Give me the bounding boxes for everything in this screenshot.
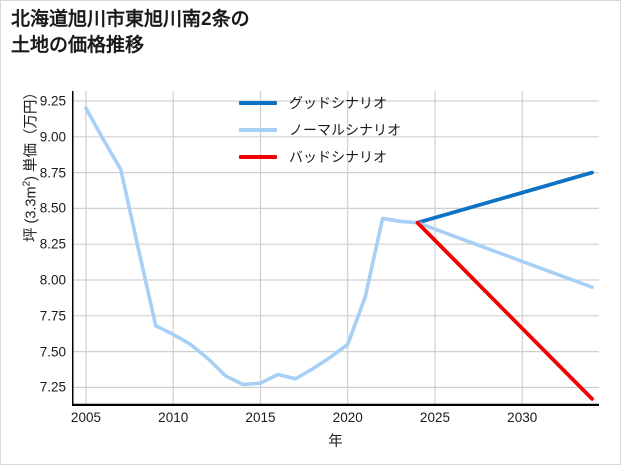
legend-item-label: バッドシナリオ bbox=[289, 148, 387, 165]
x-tick-label: 2030 bbox=[507, 410, 538, 425]
x-tick-label: 2015 bbox=[245, 410, 276, 425]
y-tick-label: 8.00 bbox=[39, 272, 66, 288]
y-tick-label: 9.00 bbox=[39, 129, 66, 145]
plot-area bbox=[72, 91, 599, 406]
y-tick-label: 8.75 bbox=[39, 165, 66, 181]
series-line-good bbox=[415, 170, 594, 225]
legend-item[interactable]: グッドシナリオ bbox=[239, 89, 454, 116]
y-tick-label: 7.25 bbox=[39, 379, 66, 395]
y-axis-label-text: 坪 (3.3m bbox=[23, 186, 40, 243]
legend-color-swatch bbox=[239, 154, 277, 159]
y-tick-label: 9.25 bbox=[39, 93, 66, 109]
legend-item-label: ノーマルシナリオ bbox=[289, 121, 401, 138]
chart-legend: グッドシナリオ ノーマルシナリオ バッドシナリオ bbox=[239, 89, 454, 170]
y-tick-label: 7.50 bbox=[39, 344, 66, 360]
y-axis-label: 坪 (3.3m2) 単価（万円） bbox=[20, 49, 41, 279]
legend-item-label: グッドシナリオ bbox=[289, 94, 387, 111]
x-tick-label: 2005 bbox=[70, 410, 101, 425]
x-axis-tick-labels: 2005 2010 2015 2020 2025 2030 bbox=[70, 410, 599, 430]
legend-item[interactable]: ノーマルシナリオ bbox=[239, 116, 454, 143]
y-axis-label-superscript: 2 bbox=[21, 180, 33, 187]
legend-color-swatch bbox=[239, 100, 277, 105]
y-tick-label: 7.75 bbox=[39, 308, 66, 324]
y-tick-label: 8.25 bbox=[39, 236, 66, 252]
series-line-bad bbox=[415, 220, 594, 401]
legend-color-swatch bbox=[239, 127, 277, 132]
plot-svg bbox=[72, 91, 599, 406]
chart-title: 北海道旭川市東旭川南2条の 土地の価格推移 bbox=[11, 9, 250, 56]
x-tick-label: 2020 bbox=[332, 410, 363, 425]
x-axis-label: 年 bbox=[328, 434, 343, 450]
y-tick-label: 8.50 bbox=[39, 200, 66, 216]
y-axis-label-tail: ) 単価（万円） bbox=[23, 85, 40, 181]
series-lines bbox=[84, 106, 594, 401]
series-line-normal bbox=[84, 106, 594, 387]
x-tick-label: 2025 bbox=[419, 410, 450, 425]
x-tick-label: 2010 bbox=[158, 410, 189, 425]
y-axis-tick-labels: 7.25 7.50 7.75 8.00 8.25 8.50 8.75 9.00 9.25 bbox=[1, 91, 66, 406]
legend-item[interactable]: バッドシナリオ bbox=[239, 143, 454, 170]
